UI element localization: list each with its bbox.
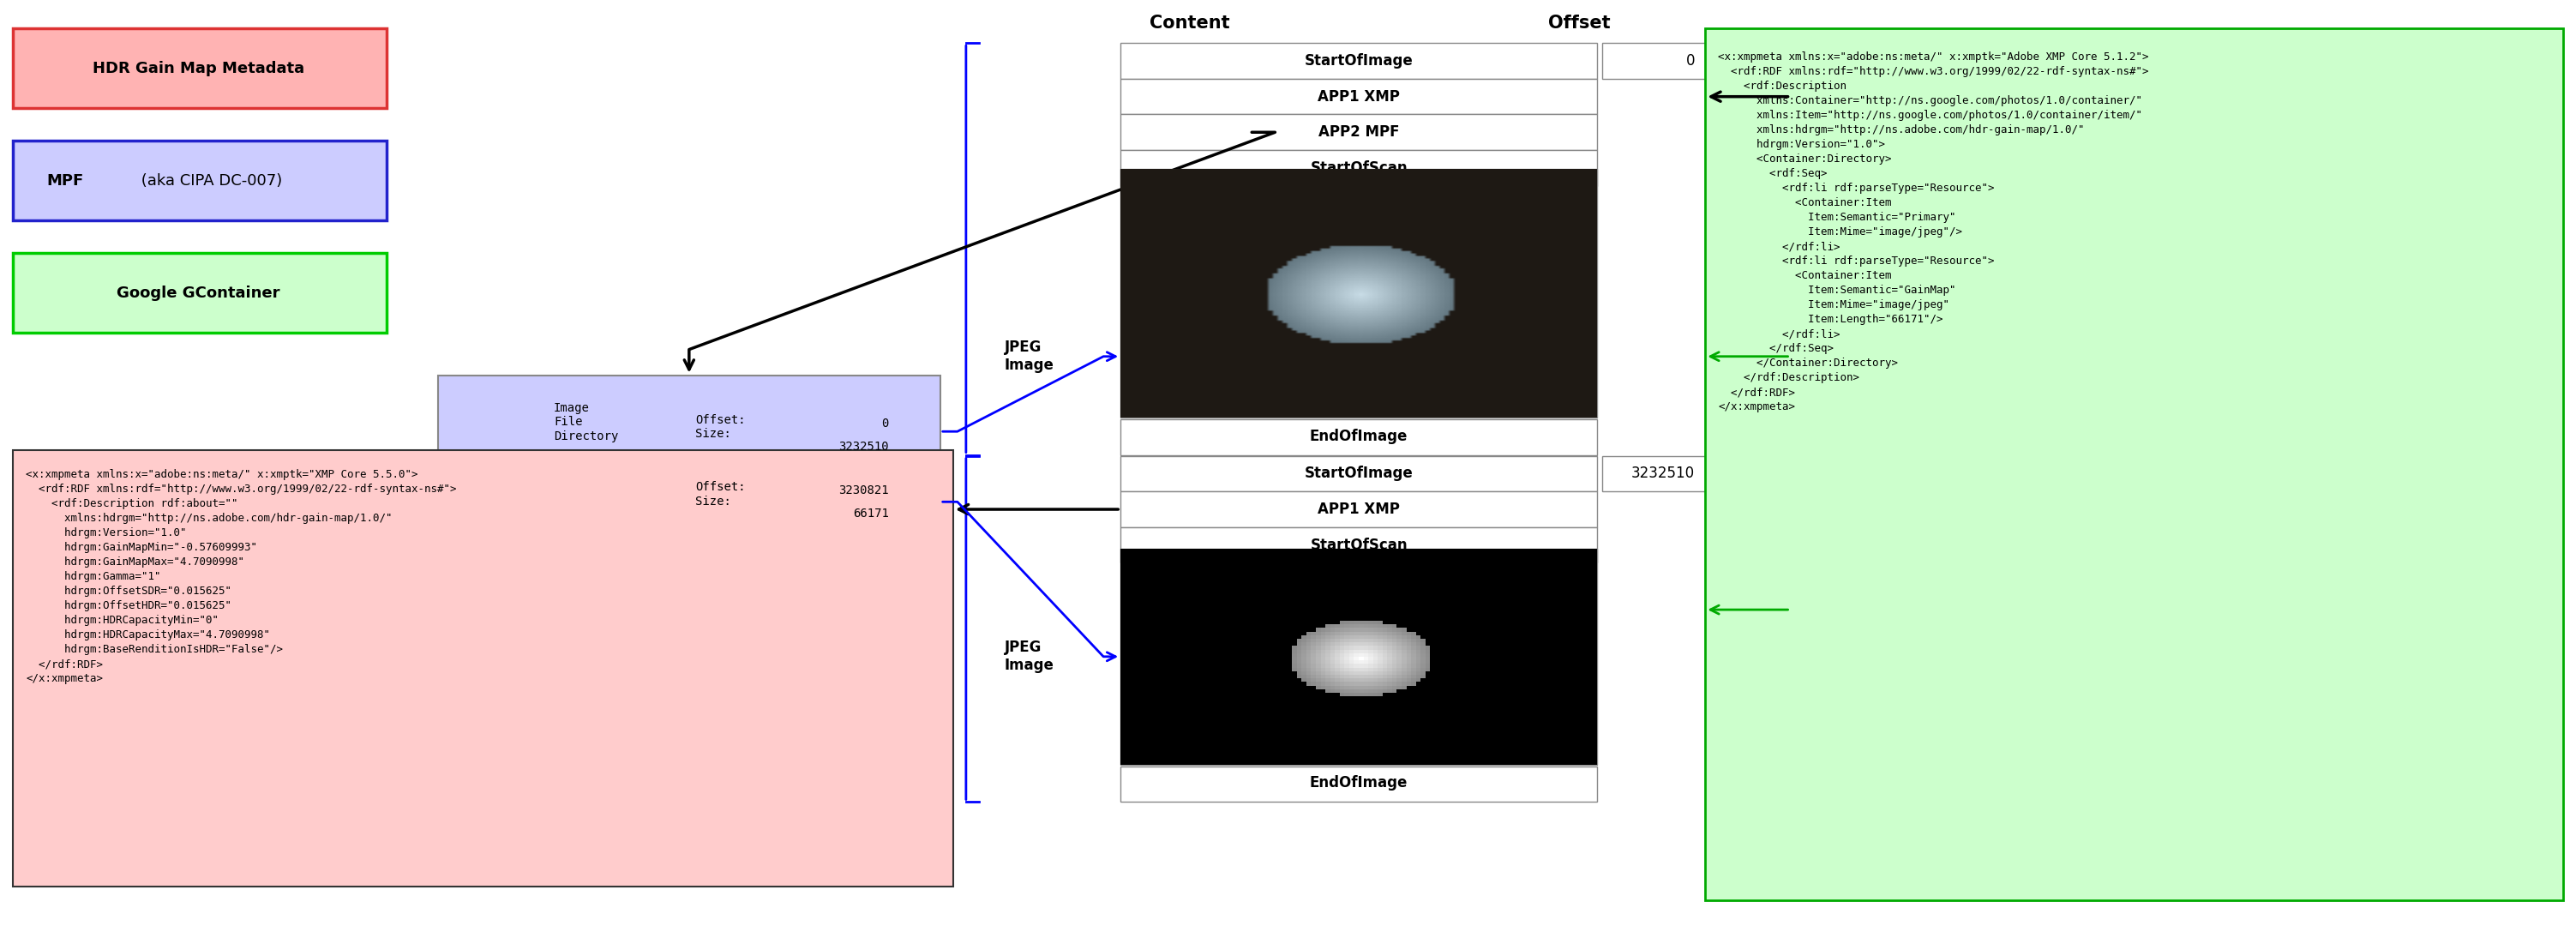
Text: Offset:
Size:: Offset: Size:	[696, 481, 747, 507]
Bar	[13, 28, 386, 108]
Text: EndOfImage: EndOfImage	[1309, 429, 1409, 444]
Text: APP1 XMP: APP1 XMP	[1319, 89, 1399, 104]
Text: Offset:
Size:: Offset: Size:	[696, 414, 747, 440]
Text: 66171: 66171	[853, 507, 889, 520]
Text: 0: 0	[1687, 53, 1695, 68]
Text: 3232510: 3232510	[1631, 466, 1695, 481]
Text: HDR Gain Map Metadata: HDR Gain Map Metadata	[93, 61, 304, 76]
Text: APP1 XMP: APP1 XMP	[1319, 502, 1399, 517]
Bar	[13, 450, 953, 886]
Bar	[1121, 549, 1597, 764]
Bar	[1121, 456, 1597, 492]
Bar	[1602, 43, 1790, 79]
Text: EndOfImage: EndOfImage	[1309, 776, 1409, 791]
Text: (aka CIPA DC-007): (aka CIPA DC-007)	[137, 174, 283, 189]
Text: Image
File
Directory: Image File Directory	[554, 402, 618, 442]
Text: Offset: Offset	[1548, 15, 1610, 32]
Bar	[13, 253, 386, 333]
Bar	[1121, 79, 1597, 114]
Bar	[1121, 169, 1597, 417]
Text: JPEG
Image: JPEG Image	[1005, 340, 1054, 373]
Bar	[1121, 419, 1597, 455]
Bar	[1121, 492, 1597, 527]
Text: StartOfImage: StartOfImage	[1303, 466, 1414, 481]
Bar	[1121, 150, 1597, 186]
Text: MPF: MPF	[46, 174, 82, 189]
Bar	[1121, 527, 1597, 563]
Bar	[1121, 43, 1597, 79]
Text: 3232510: 3232510	[837, 441, 889, 453]
Text: 3230821: 3230821	[837, 484, 889, 496]
Bar	[1705, 28, 2563, 900]
Text: <x:xmpmeta xmlns:x="adobe:ns:meta/" x:xmptk="Adobe XMP Core 5.1.2">
  <rdf:RDF x: <x:xmpmeta xmlns:x="adobe:ns:meta/" x:xm…	[1718, 52, 2148, 413]
Text: <x:xmpmeta xmlns:x="adobe:ns:meta/" x:xmptk="XMP Core 5.5.0">
  <rdf:RDF xmlns:r: <x:xmpmeta xmlns:x="adobe:ns:meta/" x:xm…	[26, 469, 456, 684]
Bar	[438, 375, 940, 553]
Text: StartOfImage: StartOfImage	[1303, 53, 1414, 68]
Bar	[1121, 114, 1597, 150]
Bar	[13, 141, 386, 220]
Bar	[1121, 766, 1597, 802]
Text: StartOfScan: StartOfScan	[1311, 160, 1406, 175]
Text: StartOfScan: StartOfScan	[1311, 537, 1406, 552]
Text: JPEG
Image: JPEG Image	[1005, 640, 1054, 673]
Text: 0: 0	[881, 417, 889, 430]
Text: Content: Content	[1149, 15, 1231, 32]
Text: APP2 MPF: APP2 MPF	[1319, 125, 1399, 140]
Text: Google GContainer: Google GContainer	[116, 286, 281, 301]
Bar	[1602, 456, 1790, 492]
